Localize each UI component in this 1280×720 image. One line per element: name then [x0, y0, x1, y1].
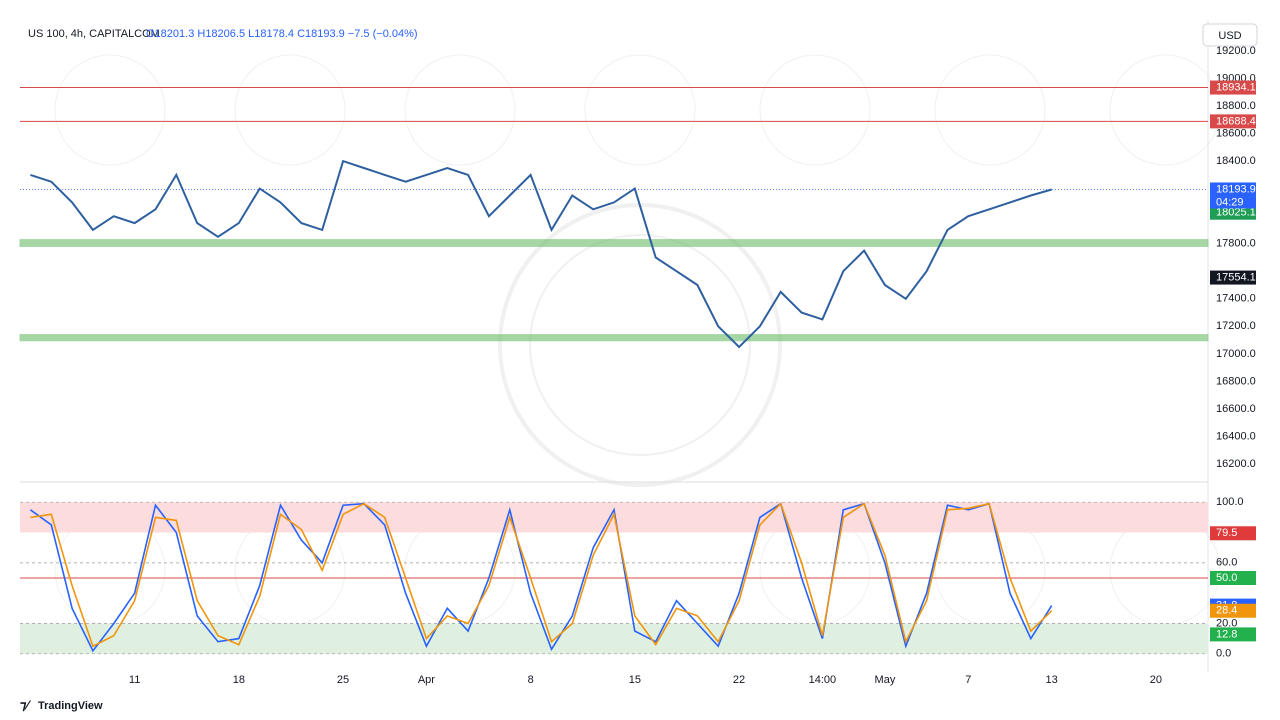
price-badge-label: 50.0 [1216, 572, 1237, 584]
series-line [30, 159, 1052, 349]
y-tick-label: 16200.0 [1216, 458, 1256, 470]
price-badge [1210, 571, 1256, 585]
y-tick-label: 18600.0 [1216, 127, 1256, 139]
zone [20, 623, 1208, 654]
price-badge-label: 28.4 [1216, 605, 1237, 617]
x-tick-label: 15 [629, 674, 641, 686]
level-badge-label: 18934.1 [1216, 81, 1256, 93]
ohlc: O18201.3 H18206.5 L18178.4 C18193.9 −7.5… [146, 28, 418, 40]
price-badge [1210, 603, 1256, 618]
x-tick-label: 7 [965, 674, 971, 686]
x-tick-label: 13 [1046, 674, 1058, 686]
y-tick-label: 19200.0 [1216, 45, 1256, 57]
y-tick-label: 16400.0 [1216, 430, 1256, 442]
x-tick-label: Apr [418, 674, 435, 686]
x-tick-label: May [875, 674, 896, 686]
x-tick-label: 14:00 [809, 674, 837, 686]
price-badge-label: 18025.1 [1216, 207, 1256, 219]
price-badge [1210, 270, 1256, 285]
x-tick-label: 18 [233, 674, 245, 686]
price-badge [1210, 627, 1256, 642]
y-tick-label: 18400.0 [1216, 155, 1256, 167]
y-tick-label: 60.0 [1216, 557, 1237, 569]
price-badge [1210, 205, 1256, 220]
y-tick-label: 16600.0 [1216, 403, 1256, 415]
level-badge [1210, 80, 1256, 95]
currency[interactable]: USD [1218, 30, 1241, 42]
brand[interactable]: TradingView [38, 700, 103, 712]
price-badge-label: 12.8 [1216, 628, 1237, 640]
x-tick-label: 20 [1150, 674, 1162, 686]
y-tick-label: 16800.0 [1216, 375, 1256, 387]
countdown-badge [1210, 196, 1256, 209]
zone [19, 334, 1209, 342]
price-badge [1210, 182, 1256, 197]
countdown: 04:29 [1216, 196, 1244, 208]
y-tick-label: 17200.0 [1216, 320, 1256, 332]
level-badge [1210, 114, 1256, 129]
x-tick-label: 22 [733, 674, 745, 686]
zone [19, 239, 1209, 247]
y-tick-label: 17400.0 [1216, 293, 1256, 305]
x-tick-label: 25 [337, 674, 349, 686]
y-tick-label: 0.0 [1216, 648, 1231, 660]
x-tick-label: 11 [129, 674, 140, 686]
x-tick-label: 8 [528, 674, 534, 686]
currency-button[interactable] [1202, 23, 1258, 47]
level-badge-label: 18688.4 [1216, 115, 1256, 127]
y-tick-label: 20.0 [1216, 617, 1237, 629]
price-badge-label: 18193.9 [1216, 183, 1256, 195]
y-tick-label: 18800.0 [1216, 100, 1256, 112]
series-line [30, 502, 1053, 648]
y-tick-label: 100.0 [1216, 496, 1244, 508]
price-badge-label: 17554.1 [1216, 271, 1256, 283]
price-badge-label: 79.5 [1216, 527, 1237, 539]
y-tick-label: 17800.0 [1216, 238, 1256, 250]
series-line [29, 502, 1053, 653]
y-tick-label: 17000.0 [1216, 348, 1256, 360]
brand-logo: ⁊⁄ [20, 697, 31, 712]
chart-title: US 100, 4h, CAPITALCOM [28, 28, 160, 40]
price-badge [1210, 526, 1256, 541]
